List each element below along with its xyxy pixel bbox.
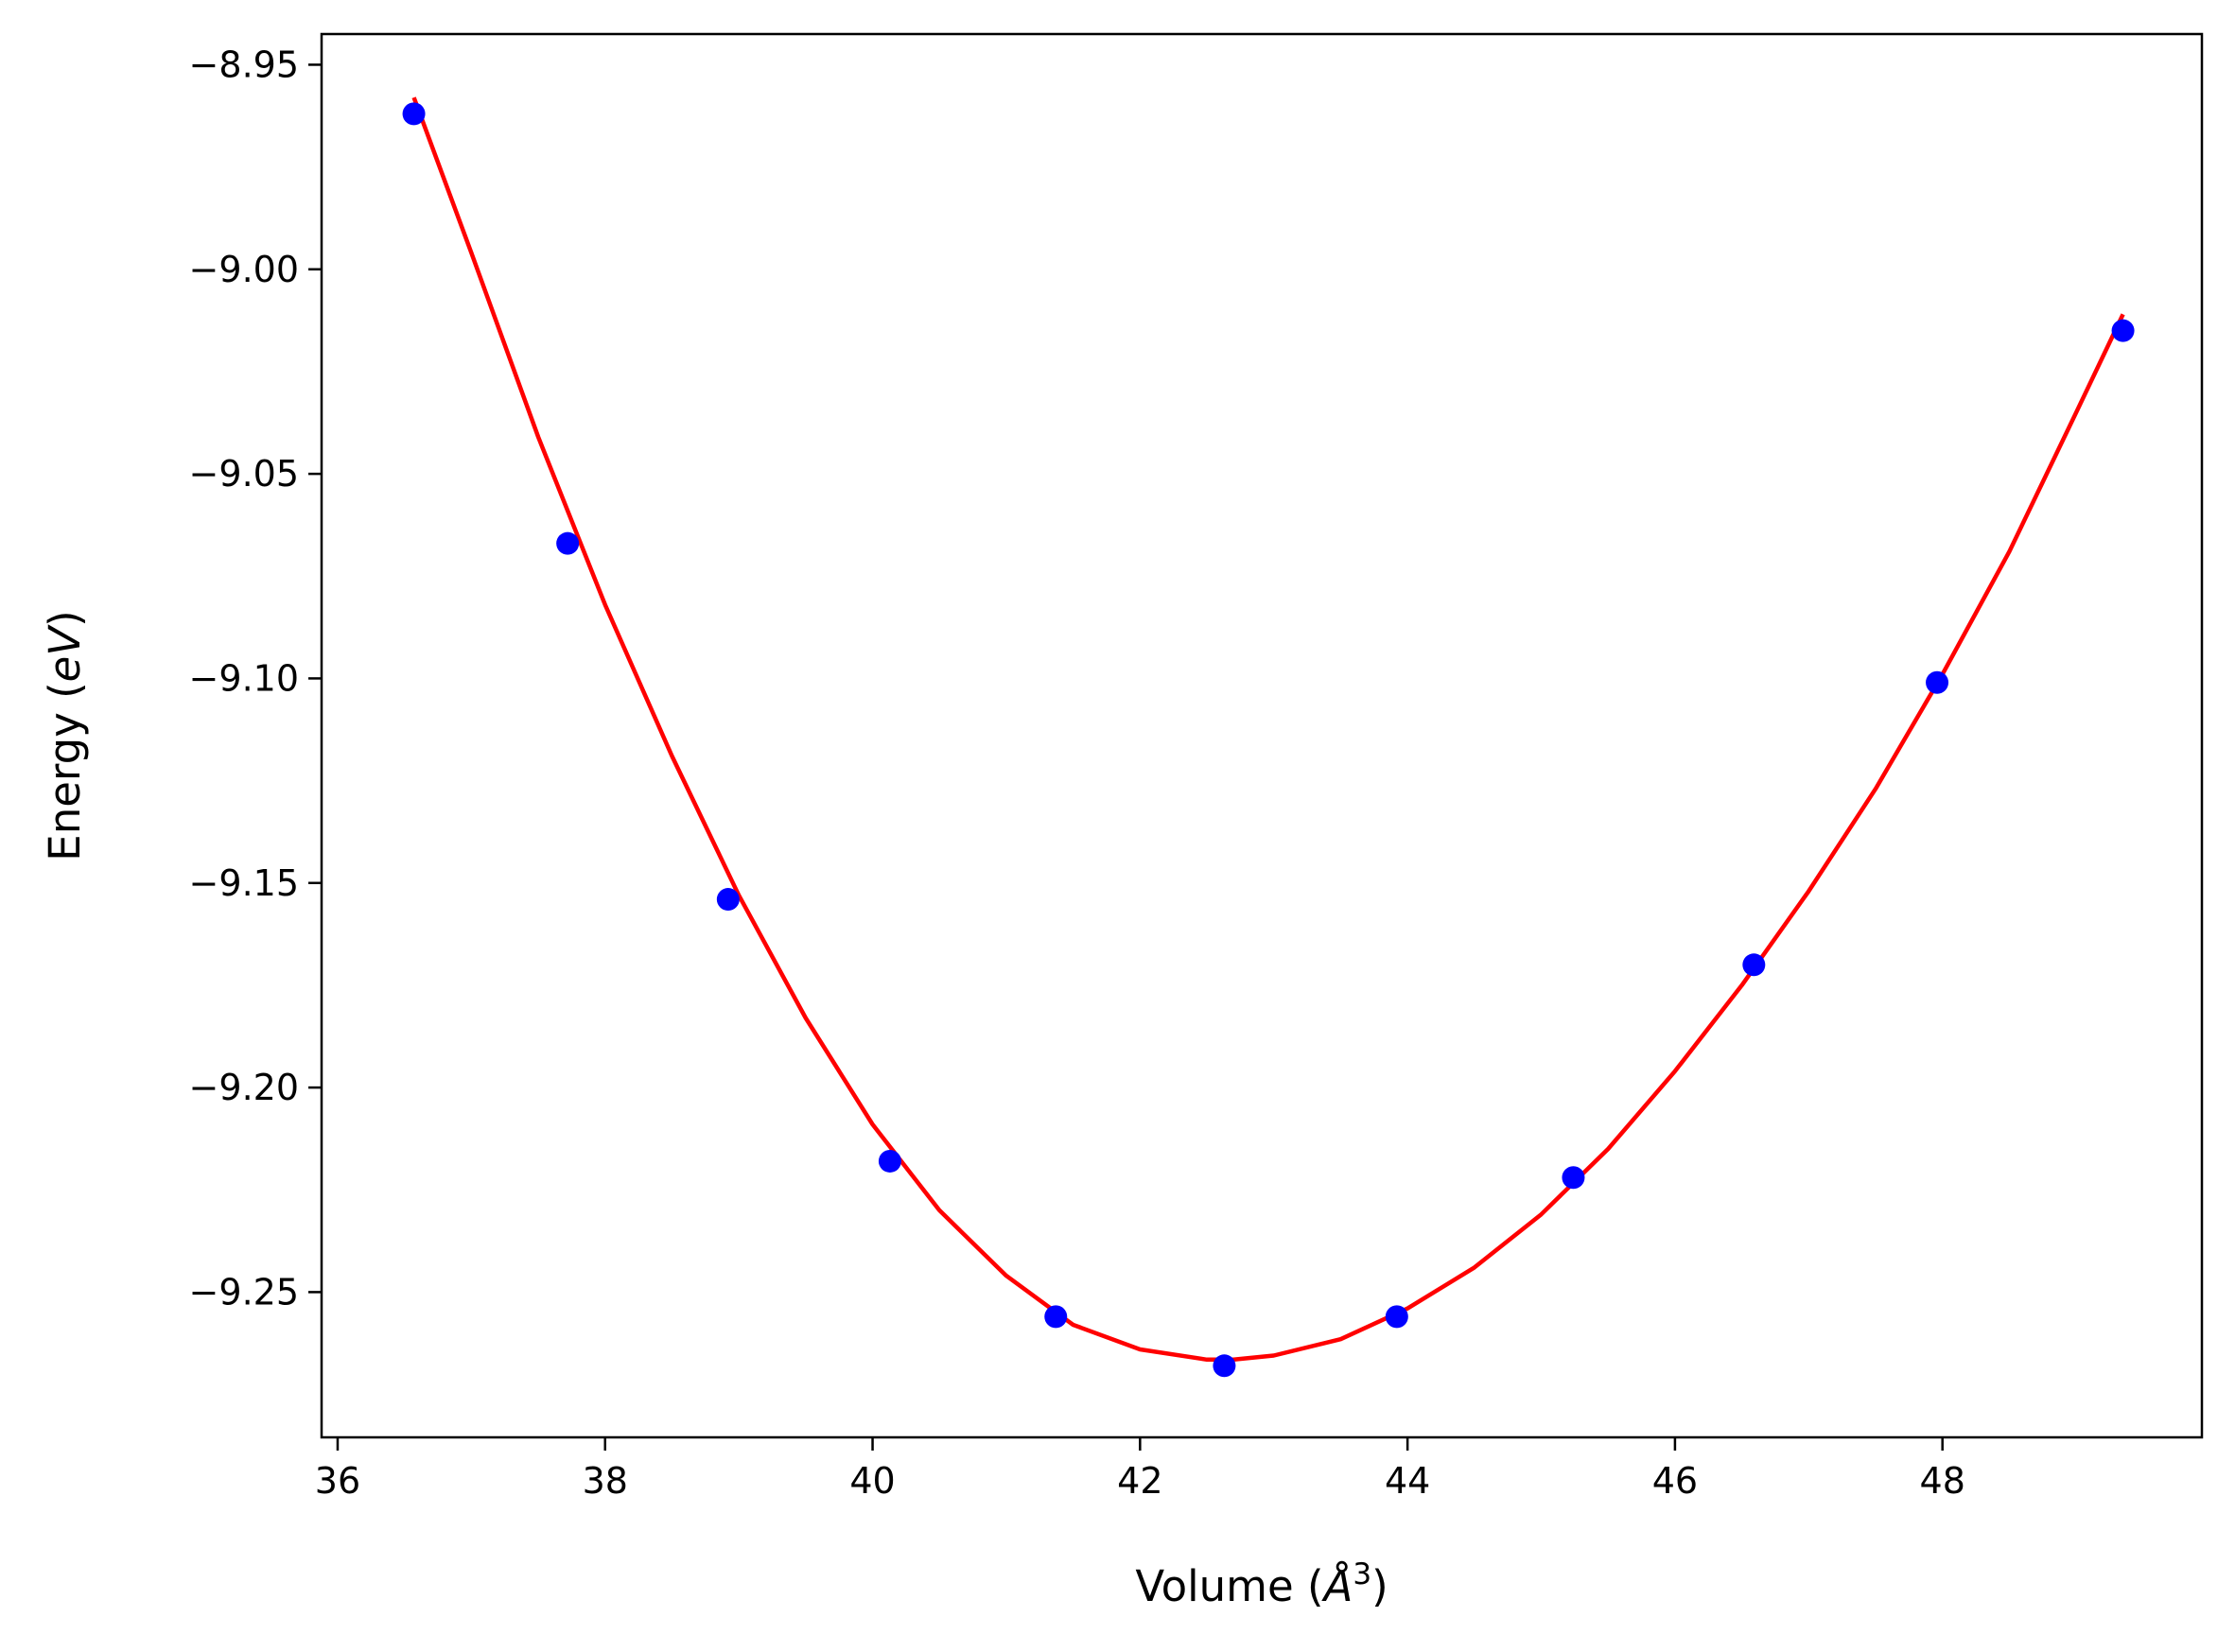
y-axis-title-suffix: ) [40,610,90,627]
y-tick-label: −9.10 [189,657,299,699]
x-axis-title-unit: Å [1321,1561,1353,1611]
y-tick-label: −9.25 [189,1271,299,1313]
data-points-layer [402,102,2135,1378]
x-axis-title-suffix: ) [1371,1561,1388,1611]
x-tick-label: 40 [849,1460,895,1502]
y-tick-label: −9.05 [189,453,299,495]
plot-frame [320,32,2204,1439]
x-tick-label: 46 [1652,1460,1698,1502]
y-axis-title: Energy (eV) [40,610,90,861]
x-tick-label: 38 [583,1460,628,1502]
x-axis-title: Volume (Å3) [1135,1557,1388,1611]
data-point [716,888,740,912]
x-tick-label: 44 [1385,1460,1430,1502]
data-point [1385,1305,1408,1329]
y-tick-label: −9.15 [189,862,299,904]
x-axis-ticks: 36 38 40 42 44 46 48 [315,1437,1965,1502]
data-point [1562,1166,1585,1190]
y-axis-ticks: −8.95 −9.00 −9.05 −9.10 −9.15 −9.20 −9.25 [189,43,322,1313]
x-tick-label: 48 [1920,1460,1965,1502]
data-point [878,1149,901,1173]
y-tick-label: −8.95 [189,43,299,85]
data-point [1213,1354,1236,1378]
data-point [402,102,426,126]
x-tick-label: 42 [1117,1460,1162,1502]
x-tick-label: 36 [315,1460,360,1502]
y-tick-label: −9.00 [189,249,299,290]
x-axis-title-prefix: Volume ( [1135,1561,1323,1611]
y-tick-label: −9.20 [189,1067,299,1108]
data-point [2111,319,2135,342]
y-axis-title-prefix: Energy ( [40,682,90,861]
data-point [1044,1305,1068,1329]
plot-background [322,34,2202,1437]
x-axis-title-exponent: 3 [1353,1557,1371,1591]
fit-curve [411,96,2125,1363]
y-axis-title-unit: eV [40,624,90,683]
data-point [1926,670,1949,694]
fit-curve-layer [411,96,2125,1363]
data-point [556,531,580,555]
data-point [1742,953,1766,977]
